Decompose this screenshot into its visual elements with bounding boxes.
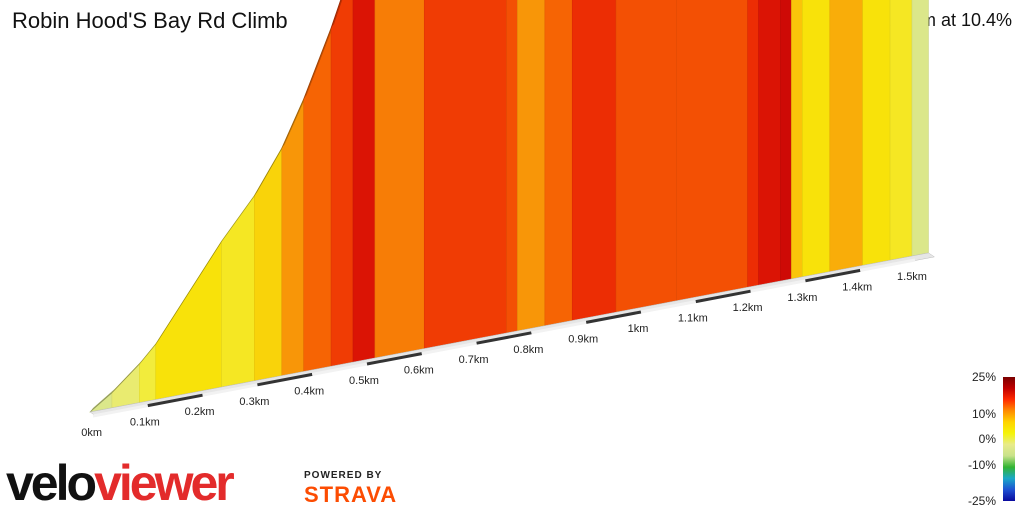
gradient-segment xyxy=(155,240,222,400)
gradient-segment xyxy=(758,0,781,286)
gradient-segment xyxy=(747,0,759,288)
gradient-segment xyxy=(374,0,425,359)
segment-road-surface xyxy=(90,388,115,412)
gradient-segment xyxy=(330,0,354,367)
gradient-legend: 25% 10% 0% -10% -25% xyxy=(968,370,1015,508)
distance-axis xyxy=(89,252,936,418)
gradient-segment xyxy=(862,0,891,266)
gradient-segment xyxy=(517,0,546,332)
distance-tick-label: 1.4km xyxy=(842,281,872,293)
gradient-segments xyxy=(88,0,929,413)
distance-scale-band xyxy=(92,404,149,418)
distance-tick-label: 1.3km xyxy=(787,292,817,304)
gradient-legend-colorbar xyxy=(1003,377,1015,501)
page-title: Robin Hood'S Bay Rd Climb xyxy=(12,8,288,33)
legend-tick-label: -25% xyxy=(968,494,996,508)
distance-tick-label: 0.4km xyxy=(294,385,324,397)
distance-scale-band xyxy=(476,331,532,345)
gradient-segment xyxy=(780,0,792,282)
gradient-segment xyxy=(911,0,929,257)
distance-scale-band xyxy=(257,372,313,387)
segment-road-surface xyxy=(303,23,335,99)
distance-tick-label: 0.9km xyxy=(568,333,598,345)
segment-road-surface xyxy=(221,191,258,242)
segment-road-surface xyxy=(281,94,307,149)
distance-scale-band xyxy=(366,352,423,366)
gradient-segment xyxy=(221,194,255,388)
powered-by-label: POWERED BY xyxy=(304,470,382,481)
distance-scale-band xyxy=(202,383,258,397)
distance-tick-label: 0.2km xyxy=(185,406,215,418)
legend-tick-label: 25% xyxy=(972,370,996,384)
gradient-segment xyxy=(352,0,376,363)
gradient-segment xyxy=(829,0,863,272)
distance-scale-band xyxy=(421,341,477,356)
gradient-segment xyxy=(802,0,831,278)
gradient-segment xyxy=(676,0,748,302)
distance-tick-label: 1km xyxy=(628,323,649,335)
segment-road-surface xyxy=(155,237,225,345)
distance-tick-label: 0.1km xyxy=(130,417,160,429)
distance-scale-band xyxy=(311,362,368,376)
gradient-segment xyxy=(889,0,913,261)
strava-logo: STRAVA xyxy=(304,482,397,507)
gradient-segment xyxy=(423,0,507,349)
gradient-segment xyxy=(254,146,283,382)
distance-tick-label: 0.3km xyxy=(239,396,269,408)
segment-road-surface xyxy=(254,144,285,196)
gradient-segment xyxy=(615,0,677,313)
gradient-segment xyxy=(139,343,157,404)
branding: veloviewer POWERED BY STRAVA xyxy=(6,455,397,508)
distance-tick-label: 0km xyxy=(81,427,102,439)
logo-viewer: viewer xyxy=(94,455,234,508)
gradient-segment xyxy=(791,0,803,280)
distance-tick-label: 1.5km xyxy=(897,271,927,283)
legend-tick-label: 10% xyxy=(972,407,996,421)
distance-tick-label: 0.5km xyxy=(349,375,379,387)
distance-scale-band xyxy=(859,258,916,272)
gradient-segment xyxy=(544,0,573,327)
distance-scale-band xyxy=(695,289,751,304)
legend-tick-label: -10% xyxy=(968,458,996,472)
veloviewer-logo: veloviewer xyxy=(6,455,234,508)
distance-tick-label: 1.1km xyxy=(678,313,708,325)
distance-scale-band xyxy=(147,393,203,408)
distance-tick-label: 0.8km xyxy=(513,344,543,356)
distance-tick-labels: 0km 0.1km 0.2km 0.3km 0.4km 0.5km 0.6km 0.7km 0.… xyxy=(81,271,927,439)
logo-velo: velo xyxy=(6,455,96,508)
segment-road-surface xyxy=(111,360,143,393)
distance-scale-band xyxy=(805,268,861,283)
distance-tick-label: 0.7km xyxy=(459,354,489,366)
distance-tick-label: 1.2km xyxy=(733,302,763,314)
segment-road-surface xyxy=(331,0,343,28)
gradient-segment xyxy=(303,27,332,372)
segment-road-surface xyxy=(139,340,159,365)
gradient-segment xyxy=(571,0,617,321)
gradient-segment xyxy=(506,0,518,334)
distance-scale-band xyxy=(640,300,697,314)
distance-scale-band xyxy=(585,310,642,324)
distance-scale-band xyxy=(531,320,587,335)
gradient-segment xyxy=(111,363,140,409)
distance-scale-band xyxy=(750,279,806,293)
distance-tick-label: 0.6km xyxy=(404,365,434,377)
profile-outline xyxy=(89,0,342,413)
legend-tick-label: 0% xyxy=(979,432,997,446)
